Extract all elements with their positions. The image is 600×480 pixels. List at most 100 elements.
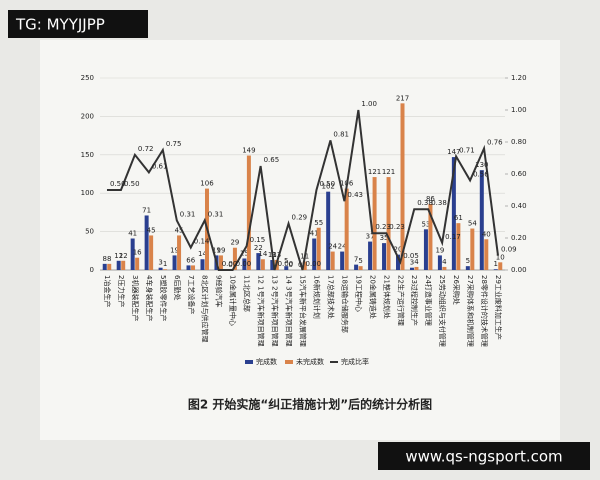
data-label: 0.38 — [431, 199, 447, 207]
x-tick-label: 12 1号汽车新项目管理 — [257, 275, 266, 347]
bar — [149, 235, 154, 270]
bar — [456, 223, 461, 270]
x-tick-label: 4车身装配生产 — [145, 275, 154, 321]
data-label: 0.00 — [222, 260, 238, 268]
x-tick-label: 20金属铸造处 — [368, 275, 377, 319]
bar — [423, 229, 428, 270]
bar — [200, 259, 205, 270]
data-label: 71 — [142, 206, 151, 214]
data-label: 4 — [442, 258, 447, 266]
bar — [191, 265, 196, 270]
x-tick-label: 24打造事业管理 — [424, 275, 433, 326]
x-tick-label: 18运输仓储服务部 — [340, 275, 349, 333]
data-label: 4 — [414, 258, 419, 266]
x-tick-label: 3机器装配生产 — [131, 275, 140, 321]
data-label: 0.31 — [208, 210, 224, 218]
bar — [470, 228, 475, 270]
data-label: 24 — [338, 243, 347, 251]
y2-tick-label: 0.20 — [511, 234, 527, 242]
bar — [396, 254, 401, 270]
bar — [107, 263, 112, 270]
bar — [260, 259, 265, 270]
data-label: 0.29 — [292, 214, 308, 222]
x-tick-label: 8北区计划与供应管理 — [201, 275, 210, 342]
data-label: 3 — [410, 259, 414, 267]
data-label: 0.50 — [319, 180, 335, 188]
bar — [242, 258, 247, 270]
bar — [368, 241, 373, 270]
x-tick-label: 7工艺设备产 — [187, 275, 196, 314]
data-label: 7 — [354, 256, 358, 264]
data-label: 54 — [468, 220, 477, 228]
legend-swatch — [285, 360, 293, 364]
watermark-box — [8, 10, 148, 38]
x-tick-label: 14 3号汽车新项目管理 — [285, 275, 294, 347]
y2-tick-label: 0.80 — [511, 138, 527, 146]
data-label: 0.14 — [194, 238, 210, 246]
bar — [437, 255, 442, 270]
data-label: 0.00 — [306, 260, 322, 268]
x-tick-label: 26采购处 — [452, 275, 461, 305]
bar — [451, 157, 456, 270]
y2-tick-label: 0.60 — [511, 170, 527, 178]
bar — [326, 191, 331, 270]
data-label: 35 — [380, 234, 389, 242]
data-label: 16 — [133, 249, 142, 257]
data-label: 6 — [186, 256, 191, 264]
bar — [270, 260, 275, 270]
data-label: 55 — [314, 219, 323, 227]
data-label: 0.72 — [138, 145, 154, 153]
data-label: 130 — [475, 161, 488, 169]
bar — [284, 266, 289, 270]
x-tick-label: 16新规划计划 — [312, 275, 321, 319]
data-label: 0.75 — [166, 140, 182, 148]
data-label: 41 — [128, 230, 137, 238]
bar — [493, 269, 498, 270]
data-label: 24 — [328, 243, 337, 251]
y-tick-label: 50 — [85, 228, 94, 236]
x-tick-label: 28零件设计的技术管理 — [480, 275, 489, 347]
data-label: 0.76 — [487, 138, 503, 146]
line — [106, 109, 500, 271]
bar — [372, 177, 377, 270]
data-label: 0.17 — [445, 233, 461, 241]
bar — [330, 251, 335, 270]
chart-title: 图2 开始实施“纠正措施计划”后的统计分析图 — [188, 397, 432, 412]
bar — [354, 264, 359, 270]
x-tick-label: 29工业废料加工生产 — [494, 275, 503, 340]
data-label: 0.05 — [403, 252, 419, 260]
data-label: 12 — [119, 252, 128, 260]
x-tick-label: 10金属计量中心 — [229, 275, 238, 326]
data-label: 0 — [289, 261, 293, 269]
y2-tick-label: 1.20 — [511, 74, 527, 82]
bar — [256, 253, 261, 270]
bar — [135, 257, 140, 270]
data-label: 121 — [382, 168, 395, 176]
data-label: 15 — [240, 249, 249, 257]
data-label: 13 — [272, 251, 281, 259]
y2-tick-label: 0.00 — [511, 266, 527, 274]
bar — [116, 260, 121, 270]
data-label: 19 — [435, 246, 444, 254]
bar — [102, 263, 107, 270]
bar — [428, 203, 433, 270]
data-label: 3 — [158, 259, 162, 267]
data-label: 217 — [396, 94, 409, 102]
data-label: 0.71 — [459, 146, 475, 154]
data-label: 12 — [114, 252, 123, 260]
data-label: 29 — [230, 239, 239, 247]
data-label: 19 — [170, 246, 179, 254]
data-label: 53 — [421, 220, 430, 228]
bar — [382, 243, 387, 270]
data-label: 0 — [228, 261, 232, 269]
x-tick-label: 9经验汽车 — [215, 275, 224, 307]
data-label: 0.65 — [264, 156, 280, 164]
legend-swatch — [245, 360, 253, 364]
bar — [409, 267, 414, 270]
y2-tick-label: 0.40 — [511, 202, 527, 210]
data-label: 1.00 — [361, 100, 377, 108]
data-label: 19 — [216, 246, 225, 254]
data-label: 0.23 — [389, 223, 405, 231]
